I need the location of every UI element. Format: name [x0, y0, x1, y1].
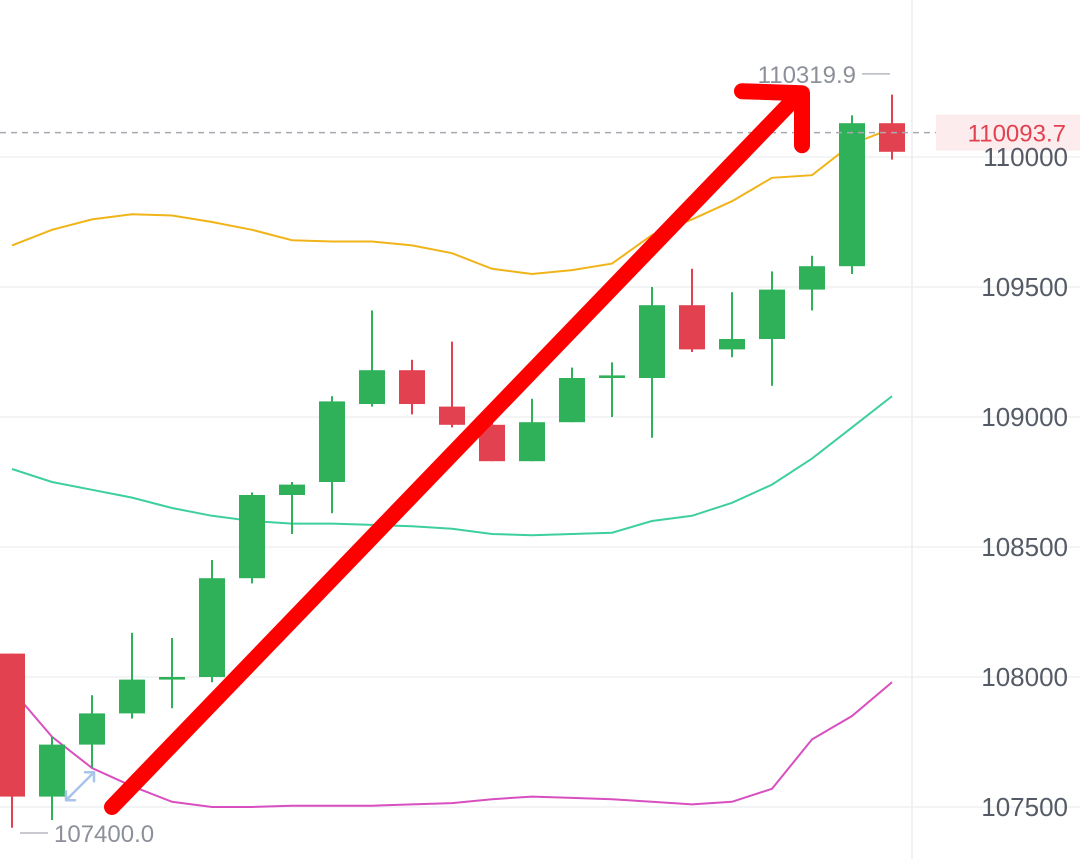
- candle: [39, 736, 65, 820]
- candle-body: [559, 378, 585, 423]
- candle: [0, 653, 25, 828]
- candle: [599, 362, 625, 417]
- candles: [0, 94, 905, 828]
- candle-body: [39, 744, 65, 797]
- candle-body: [279, 484, 305, 495]
- y-tick-label: 110000: [983, 142, 1068, 172]
- candle: [359, 310, 385, 407]
- trend-arrow: [104, 83, 810, 815]
- candle-body: [519, 422, 545, 462]
- grid-layer: [0, 156, 1080, 808]
- candle-body: [239, 495, 265, 579]
- candle: [279, 482, 305, 534]
- y-tick-label: 108000: [981, 662, 1068, 692]
- candle-body: [0, 653, 25, 797]
- candle-body: [879, 123, 905, 152]
- expand-icon-glyph: [64, 770, 96, 802]
- candle: [839, 115, 865, 274]
- candle-body: [359, 370, 385, 404]
- candle: [519, 398, 545, 462]
- candle: [799, 255, 825, 311]
- y-tick-label: 108500: [981, 532, 1068, 562]
- candle-body: [599, 375, 625, 378]
- candle: [119, 632, 145, 719]
- candle: [679, 268, 705, 352]
- candle-body: [159, 677, 185, 680]
- arrow-shaft: [104, 89, 804, 815]
- low-label: 107400.0: [54, 821, 154, 848]
- current-price-label: 110093.7: [968, 121, 1066, 148]
- candle-body: [839, 123, 865, 267]
- candle: [159, 638, 185, 709]
- upper-band-line: [11, 127, 893, 276]
- middle-band-line: [11, 395, 893, 537]
- candle-body: [639, 305, 665, 378]
- current-price-tag: [936, 114, 1080, 151]
- high-low-annotations: 110319.9 107400.0: [20, 62, 890, 848]
- candle: [559, 367, 585, 423]
- y-tick-label: 109000: [981, 402, 1068, 432]
- candle-body: [799, 266, 825, 290]
- bollinger-bands: [11, 127, 893, 808]
- y-tick-label: 109500: [981, 272, 1068, 302]
- candle: [319, 396, 345, 514]
- arrow-head: [734, 83, 810, 154]
- candle-body: [79, 713, 105, 745]
- current-price-marker: 110093.7: [0, 114, 1080, 151]
- candle-body: [439, 406, 465, 425]
- expand-icon[interactable]: [64, 770, 96, 802]
- candle: [199, 560, 225, 683]
- candle: [79, 695, 105, 768]
- candle: [879, 94, 905, 160]
- candle-body: [119, 679, 145, 714]
- candle: [759, 271, 785, 386]
- candle-body: [719, 339, 745, 350]
- candle-body: [679, 305, 705, 350]
- candle-body: [399, 370, 425, 404]
- candle-body: [759, 289, 785, 339]
- candle: [719, 292, 745, 358]
- y-tick-label: 107500: [981, 792, 1068, 822]
- candle: [439, 341, 465, 428]
- candle-body: [199, 578, 225, 677]
- candle: [399, 359, 425, 415]
- candle: [239, 492, 265, 584]
- candle-body: [319, 401, 345, 482]
- lower-band-line: [11, 681, 893, 808]
- y-axis-ticks: 107500 108000 108500 109000 109500 110000: [981, 142, 1068, 822]
- candle: [639, 287, 665, 438]
